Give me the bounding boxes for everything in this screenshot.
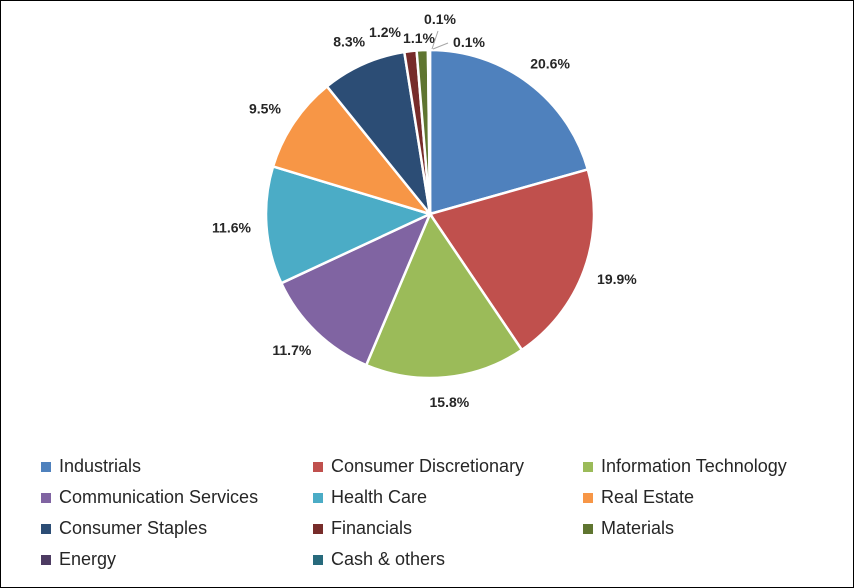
legend-item: Industrials <box>41 455 313 478</box>
pie-slice-industrials <box>428 48 590 216</box>
legend-label: Cash & others <box>331 549 446 569</box>
leader-line <box>432 42 449 50</box>
data-label: 1.1% <box>403 30 435 46</box>
legend-swatch <box>313 492 323 503</box>
data-label: 15.8% <box>430 394 470 410</box>
legend-label: Communication Services <box>59 487 259 507</box>
data-label: 8.3% <box>333 33 365 49</box>
legend-item: Materials <box>583 517 843 540</box>
data-label: 19.9% <box>597 271 637 287</box>
legend-swatch <box>313 554 323 565</box>
legend-item: Cash & others <box>313 548 583 571</box>
pie-slice-real-estate <box>271 84 434 217</box>
legend-label: Materials <box>601 518 675 538</box>
legend-swatch <box>313 523 323 534</box>
legend-label: Consumer Staples <box>59 518 208 538</box>
legend-swatch <box>583 523 593 534</box>
data-label: 1.2% <box>369 24 401 40</box>
legend-label: Health Care <box>331 487 428 507</box>
legend-swatch <box>583 492 593 503</box>
pie-slice-health-care <box>264 164 434 285</box>
legend-item: Consumer Discretionary <box>313 455 583 478</box>
legend-swatch <box>41 461 51 472</box>
pie-slice-communication-services <box>279 211 433 367</box>
data-label: 11.7% <box>272 342 311 358</box>
legend-item: Energy <box>41 548 313 571</box>
legend-swatch <box>41 554 51 565</box>
legend-item: Real Estate <box>583 486 843 509</box>
legend-swatch <box>313 461 323 472</box>
data-label: 11.6% <box>212 219 251 235</box>
legend-item: Financials <box>313 517 583 540</box>
legend-item: Consumer Staples <box>41 517 313 540</box>
data-label: 0.1% <box>424 11 456 27</box>
pie-slice-information-technology <box>364 211 524 380</box>
legend-item: Health Care <box>313 486 583 509</box>
legend: Industrials Consumer Discretionary Informa… <box>41 455 841 571</box>
legend-label: Industrials <box>59 456 142 476</box>
pie-slice-consumer-discretionary <box>427 167 596 352</box>
legend-swatch <box>41 492 51 503</box>
legend-swatch <box>41 523 51 534</box>
data-label: 9.5% <box>249 100 281 116</box>
legend-label: Financials <box>331 518 413 538</box>
legend-label: Consumer Discretionary <box>331 456 525 476</box>
legend-item: Information Technology <box>583 455 843 478</box>
legend-label: Real Estate <box>601 487 695 507</box>
pie-slice-cash-others <box>427 48 432 215</box>
data-label: 20.6% <box>530 55 570 71</box>
legend-label: Information Technology <box>601 456 787 476</box>
pie-chart: 20.6% 19.9% 15.8% 11.7% 11.6% 9.5% 8.3%1.2% 1.1… <box>212 11 637 410</box>
legend-item: Communication Services <box>41 486 313 509</box>
legend-label: Energy <box>59 549 117 569</box>
pie-slice-consumer-staples <box>325 50 432 219</box>
data-label: 0.1% <box>453 34 485 50</box>
leader-line <box>431 30 439 50</box>
legend-swatch <box>583 461 593 472</box>
